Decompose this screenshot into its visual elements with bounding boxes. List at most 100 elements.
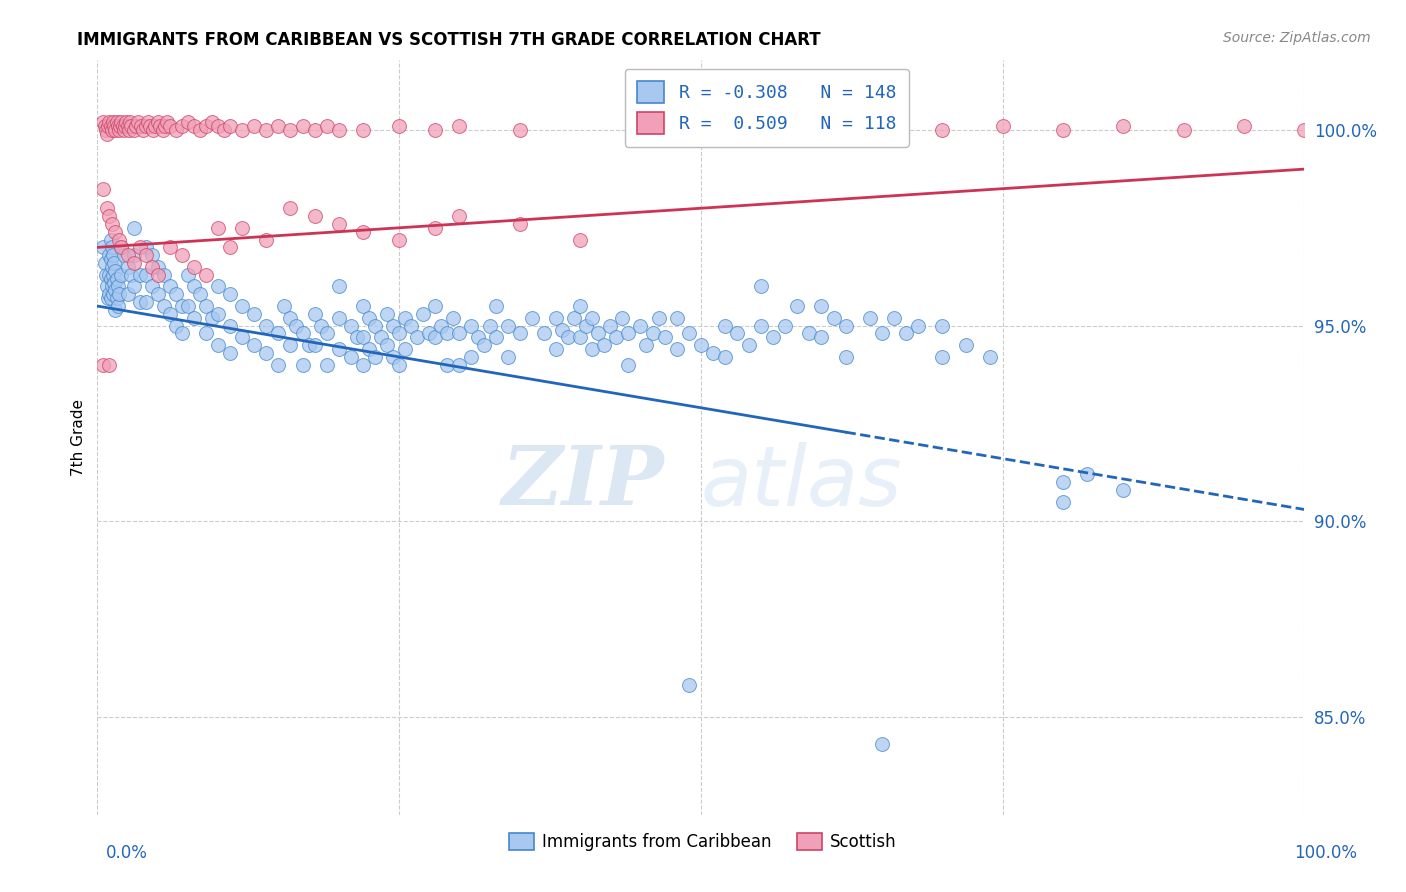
Point [630, 318, 652, 333]
Point [110, 240, 132, 254]
Point [834, 318, 856, 333]
Point [93, 256, 115, 270]
Point [219, 318, 242, 333]
Point [364, 350, 387, 364]
Point [551, 322, 574, 336]
Point [118, 115, 141, 129]
Point [689, 123, 711, 137]
Point [678, 326, 700, 341]
Text: Source: ZipAtlas.com: Source: ZipAtlas.com [1223, 31, 1371, 45]
Point [159, 279, 181, 293]
Point [105, 291, 128, 305]
Point [183, 260, 205, 274]
Point [641, 326, 664, 341]
Point [93, 119, 115, 133]
Point [406, 330, 429, 344]
Point [110, 268, 132, 282]
Point [105, 115, 128, 129]
Point [100, 271, 122, 285]
Point [485, 299, 508, 313]
Point [467, 330, 489, 344]
Point [219, 346, 242, 360]
Point [375, 338, 398, 352]
Point [107, 299, 129, 313]
Legend: Immigrants from Caribbean, Scottish: Immigrants from Caribbean, Scottish [499, 823, 907, 862]
Point [352, 299, 374, 313]
Point [304, 209, 326, 223]
Point [267, 358, 290, 372]
Point [352, 123, 374, 137]
Text: atlas: atlas [700, 442, 903, 523]
Point [1052, 123, 1074, 137]
Point [110, 115, 132, 129]
Point [96, 127, 118, 141]
Point [412, 307, 434, 321]
Point [122, 220, 145, 235]
Point [441, 310, 464, 325]
Point [689, 338, 711, 352]
Point [775, 318, 797, 333]
Point [388, 326, 411, 341]
Point [153, 119, 176, 133]
Point [328, 342, 350, 356]
Point [231, 123, 253, 137]
Point [98, 248, 121, 262]
Point [141, 248, 163, 262]
Point [810, 299, 832, 313]
Point [280, 310, 302, 325]
Point [159, 240, 181, 254]
Point [146, 115, 169, 129]
Point [569, 233, 592, 247]
Point [612, 310, 634, 325]
Point [654, 330, 676, 344]
Point [141, 279, 163, 293]
Point [117, 248, 139, 262]
Point [370, 330, 392, 344]
Point [100, 291, 122, 305]
Point [159, 119, 181, 133]
Point [810, 330, 832, 344]
Point [291, 119, 314, 133]
Point [108, 233, 131, 247]
Point [94, 123, 117, 137]
Point [1052, 494, 1074, 508]
Point [509, 123, 531, 137]
Point [149, 119, 172, 133]
Point [98, 268, 121, 282]
Point [135, 119, 157, 133]
Point [112, 123, 135, 137]
Point [425, 330, 447, 344]
Point [219, 119, 242, 133]
Point [177, 268, 200, 282]
Point [146, 287, 169, 301]
Point [188, 287, 211, 301]
Point [436, 326, 458, 341]
Point [267, 119, 290, 133]
Point [496, 318, 519, 333]
Point [107, 279, 129, 293]
Point [304, 338, 326, 352]
Point [352, 330, 374, 344]
Point [101, 279, 124, 293]
Point [1112, 119, 1135, 133]
Point [593, 338, 616, 352]
Point [170, 299, 193, 313]
Point [394, 342, 416, 356]
Point [118, 123, 141, 137]
Point [496, 350, 519, 364]
Point [665, 310, 688, 325]
Point [907, 318, 929, 333]
Point [425, 123, 447, 137]
Point [207, 338, 229, 352]
Point [194, 299, 217, 313]
Point [93, 182, 115, 196]
Point [146, 268, 169, 282]
Point [104, 225, 127, 239]
Point [931, 318, 953, 333]
Point [105, 271, 128, 285]
Point [170, 326, 193, 341]
Point [98, 209, 121, 223]
Point [243, 119, 266, 133]
Point [304, 307, 326, 321]
Point [449, 119, 471, 133]
